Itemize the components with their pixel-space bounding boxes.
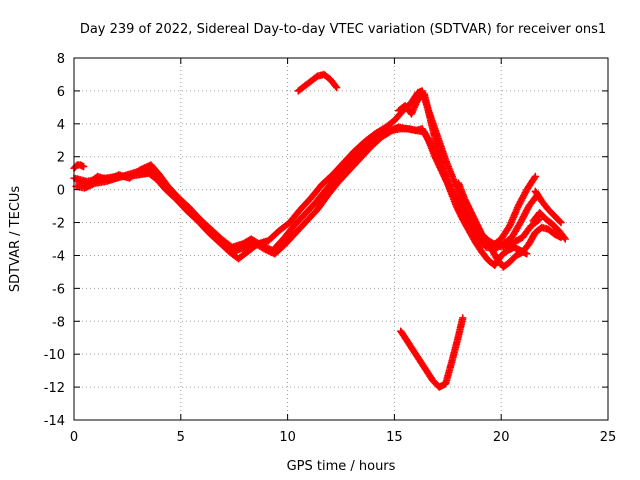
y-tick-label: -4 [52,249,65,264]
series-arc-h [294,70,341,95]
chart-title: Day 239 of 2022, Sidereal Day-to-day VTE… [80,22,606,37]
y-axis-label: SDTVAR / TECUs [8,186,23,293]
data-point [458,314,467,322]
y-tick-label: 8 [57,52,65,67]
series-arc-g [531,187,565,227]
data-point [523,250,531,258]
axis-layer: 0 5 10 15 20 25 -14 -12 -10 -8 -6 -4 -2 0 2 4 6 8 [44,52,617,445]
data-point [531,172,540,181]
y-tick-label: 6 [57,85,65,100]
data-point [332,83,341,92]
data-point [561,235,570,243]
y-tick-label: -14 [44,414,65,429]
y-tick-label: -8 [52,315,65,330]
x-axis-label: GPS time / hours [287,459,396,474]
y-tick-label: -6 [52,282,65,297]
series-arc-d [394,90,531,270]
data-point [79,162,88,171]
y-tick-label: -10 [44,348,65,363]
x-tick-label: 20 [493,430,510,445]
series-arc-c [74,123,540,255]
x-tick-label: 10 [279,430,296,445]
x-tick-label: 25 [600,430,617,445]
x-tick-label: 5 [177,430,185,445]
y-tick-label: 2 [57,151,65,166]
data-point [557,218,565,227]
y-tick-label: 4 [57,118,65,133]
y-tick-label: -2 [52,217,65,232]
x-tick-label: 15 [386,430,403,445]
series-arc-e [454,179,565,271]
series-arc-f [529,208,570,243]
y-tick-label: 0 [57,184,65,199]
y-tick-label: -12 [44,381,65,396]
x-tick-label: 0 [70,430,78,445]
plot-frame [73,57,609,421]
series-arc-j [397,314,467,391]
data-layer [70,70,570,391]
data-point [556,217,564,226]
